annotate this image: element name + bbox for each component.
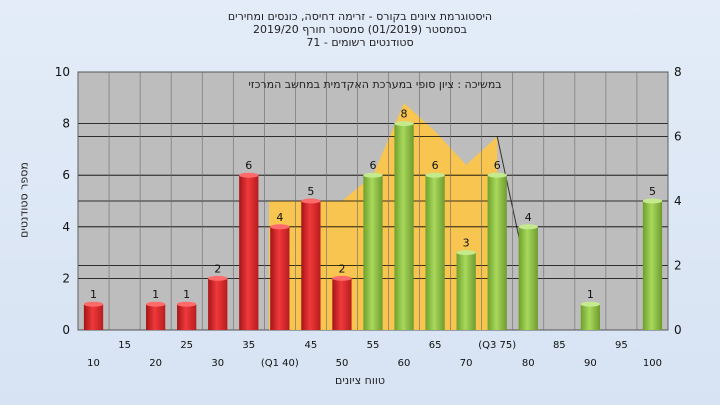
bar-cap [642, 198, 663, 204]
bar-cap [425, 172, 445, 178]
x-tick-label: 35 [242, 340, 255, 351]
x-tick-label: 90 [584, 358, 597, 369]
x-tick-label: 25 [180, 340, 193, 351]
y2-tick-label: 6 [674, 130, 682, 144]
histogram-bar [332, 278, 352, 330]
bar-cap [239, 172, 259, 178]
bar-value-label: 1 [183, 288, 190, 301]
x-tick-label: 30 [211, 358, 224, 369]
x-tick-label: 45 [305, 340, 318, 351]
x-axis-title: טווח ציונים [335, 374, 385, 387]
bar-value-label: 5 [649, 185, 656, 198]
x-tick-label: 15 [118, 340, 131, 351]
band-edge-line [496, 136, 523, 253]
bar-cap [363, 172, 383, 178]
bar-value-label: 6 [432, 159, 439, 172]
bar-value-label: 8 [401, 108, 408, 121]
bar-value-label: 1 [152, 288, 159, 301]
bar-cap [394, 121, 414, 127]
bar-cap [580, 301, 600, 307]
histogram-bar [642, 201, 663, 330]
histogram-bar [301, 201, 321, 330]
histogram-bar [270, 226, 290, 330]
histogram-bar [425, 175, 445, 330]
x-tick-label: 20 [149, 358, 162, 369]
bar-cap [83, 301, 104, 307]
y2-tick-label: 8 [674, 65, 682, 79]
chart-annotation: במשיכה : ציון סופי במערכת האקדמית במחשב … [248, 78, 502, 91]
bar-value-label: 6 [245, 159, 252, 172]
y-tick-label: 4 [62, 220, 70, 234]
bar-value-label: 4 [276, 211, 283, 224]
x-tick-label: 50 [336, 358, 349, 369]
bar-cap [301, 198, 321, 204]
x-tick-label: 60 [398, 358, 411, 369]
bar-value-label: 1 [587, 288, 594, 301]
x-tick-label: 70 [460, 358, 473, 369]
y2-tick-label: 4 [674, 194, 682, 208]
x-tick-label: 55 [367, 340, 380, 351]
chart-title: היסטוגרמת ציונים בקורס - זרימה דחיסה, כו… [0, 10, 720, 49]
histogram-bar [518, 226, 538, 330]
bar-value-label: 2 [338, 262, 345, 275]
bar-cap [487, 172, 507, 178]
x-tick-label: 80 [522, 358, 535, 369]
title-line-3: סטודנטים רשומים - 71 [306, 36, 414, 49]
histogram-bar [363, 175, 383, 330]
title-line-2: בסמסטר (01/2019) סמסטר חורף 2019/20 [253, 23, 467, 36]
bar-value-label: 5 [307, 185, 314, 198]
histogram-bar [146, 304, 166, 330]
y-tick-label: 10 [55, 65, 70, 79]
histogram-bar [487, 175, 507, 330]
histogram-bar [456, 252, 476, 330]
bar-value-label: 1 [90, 288, 97, 301]
y-axis-title: מספר סטודנטים [17, 162, 31, 238]
x-tick-label: 65 [429, 340, 442, 351]
bar-value-label: 6 [370, 159, 377, 172]
y-tick-label: 2 [62, 271, 70, 285]
y2-tick-label: 2 [674, 259, 682, 273]
x-tick-label: (Q3 75) [478, 340, 516, 351]
y-tick-label: 0 [62, 323, 70, 337]
x-tick-label: 95 [615, 340, 628, 351]
bar-cap [177, 301, 197, 307]
histogram-bar [208, 278, 228, 330]
bar-cap [456, 250, 476, 256]
bar-value-label: 3 [463, 237, 470, 250]
y2-tick-label: 0 [674, 323, 682, 337]
title-line-1: היסטוגרמת ציונים בקורס - זרימה דחיסה, כו… [227, 10, 493, 23]
y-tick-label: 6 [62, 168, 70, 182]
histogram-bar [394, 123, 414, 330]
x-tick-label: (Q1 40) [261, 358, 299, 369]
histogram-bar [239, 175, 259, 330]
x-tick-label: 10 [87, 358, 100, 369]
bar-cap [146, 301, 166, 307]
bar-value-label: 4 [525, 211, 532, 224]
x-tick-label: 85 [553, 340, 566, 351]
x-tick-label: 100 [643, 358, 662, 369]
bar-cap [270, 224, 290, 230]
bar-cap [332, 275, 352, 281]
histogram-bar [83, 304, 104, 330]
histogram-bar [580, 304, 600, 330]
bar-value-label: 6 [494, 159, 501, 172]
bar-cap [518, 224, 538, 230]
y-tick-label: 8 [62, 117, 70, 131]
bar-cap [208, 275, 228, 281]
histogram-bar [177, 304, 197, 330]
bar-value-label: 2 [214, 262, 221, 275]
